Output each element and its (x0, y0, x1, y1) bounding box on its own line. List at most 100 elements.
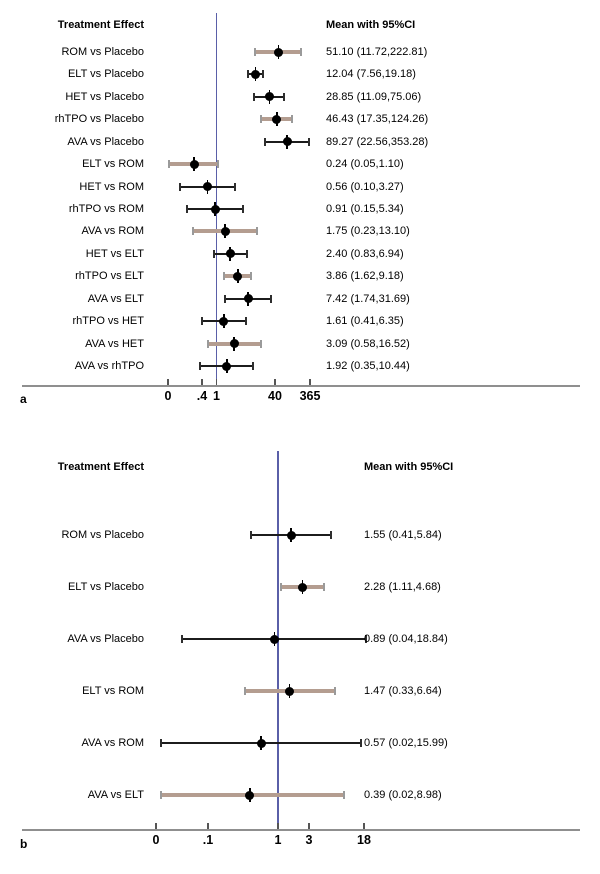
x-axis-tick (363, 823, 365, 829)
row-label: ELT vs Placebo (67, 581, 144, 593)
row-value: 0.57 (0.02,15.99) (364, 737, 448, 749)
ci-cap-right (269, 294, 272, 303)
mean-marker (210, 204, 220, 214)
ci-cap-left (179, 182, 182, 191)
mean-marker (245, 790, 255, 800)
row-label: AVA vs ELT (87, 292, 144, 305)
mean-marker (251, 69, 261, 79)
mean-marker (202, 182, 212, 192)
mean-marker (285, 686, 295, 696)
x-tick-label: 18 (357, 833, 371, 847)
x-tick-label: 0 (164, 389, 172, 403)
mean-marker (220, 226, 230, 236)
ci-cap-right (261, 70, 264, 79)
x-axis-tick (167, 379, 169, 385)
ci-cap-left (247, 70, 250, 79)
ci-cap-left (185, 205, 188, 213)
row-label: AVA vs ROM (81, 225, 144, 238)
row-value: 0.24 (0.05,1.10) (326, 158, 404, 171)
column-header-mean-ci: Mean with 95%CI (326, 19, 416, 31)
row-label: AVA vs Placebo (67, 633, 144, 645)
row-value: 0.56 (0.10,3.27) (326, 180, 404, 193)
row-label: HET vs ELT (85, 247, 144, 260)
ci-cap-right (342, 791, 345, 799)
row-label: AVA vs rhTPO (74, 360, 144, 373)
x-tick-label: .4 (196, 389, 208, 403)
x-axis (22, 385, 580, 387)
x-tick-label: .1 (202, 833, 214, 847)
column-header-mean-ci: Mean with 95%CI (364, 461, 454, 473)
ci-cap-left (206, 339, 209, 348)
ci-cap-left (243, 687, 246, 695)
ci-cap-right (241, 205, 244, 213)
row-label: ELT vs ROM (82, 685, 144, 697)
row-label: rhTPO vs ROM (68, 203, 144, 215)
ci-cap-right (216, 160, 219, 169)
row-label: rhTPO vs ELT (75, 270, 144, 283)
row-value: 3.86 (1.62,9.18) (326, 270, 404, 283)
mean-marker (219, 316, 229, 326)
ci-cap-right (360, 739, 363, 747)
x-axis-tick (155, 823, 157, 829)
ci-cap-right (333, 687, 336, 695)
x-tick-label: 1 (213, 389, 220, 403)
row-value: 1.47 (0.33,6.64) (364, 685, 442, 697)
row-label: AVA vs HET (85, 337, 144, 350)
x-axis-tick (207, 823, 209, 829)
x-axis-tick (274, 379, 276, 385)
x-tick-label: 0 (152, 833, 160, 847)
row-value: 1.55 (0.41,5.84) (364, 529, 442, 541)
row-value: 89.27 (22.56,353.28) (326, 135, 429, 148)
row-value: 3.09 (0.58,16.52) (326, 337, 410, 350)
mean-marker (272, 114, 282, 124)
mean-marker (233, 271, 243, 281)
ci-cap-left (223, 272, 226, 281)
ci-cap-left (253, 92, 256, 101)
x-axis (22, 829, 580, 831)
row-value: 0.89 (0.04,18.84) (364, 633, 448, 645)
row-label: AVA vs Placebo (67, 135, 144, 148)
x-axis-tick (309, 379, 311, 385)
x-tick-label: 1 (274, 833, 282, 847)
row-value: 1.75 (0.23,13.10) (326, 225, 410, 238)
row-label: ELT vs ROM (82, 158, 144, 171)
ci-cap-right (329, 531, 332, 539)
mean-marker (282, 137, 292, 147)
ci-cap-left (198, 362, 201, 371)
ci-cap-right (323, 583, 326, 591)
ci-cap-right (259, 339, 262, 348)
row-value: 2.28 (1.11,4.68) (364, 581, 441, 593)
row-value: 46.43 (17.35,124.26) (326, 113, 429, 126)
reference-line (215, 13, 218, 387)
ci-cap-left (180, 635, 183, 643)
x-tick-label: 3 (305, 833, 313, 847)
mean-marker (229, 339, 239, 349)
row-label: ELT vs Placebo (67, 68, 144, 81)
ci-cap-right (300, 48, 303, 56)
row-value: 7.42 (1.74,31.69) (326, 292, 410, 305)
mean-marker (264, 92, 274, 102)
column-header-treatment-effect: Treatment Effect (57, 461, 144, 473)
x-axis-tick (215, 379, 218, 385)
mean-marker (225, 249, 235, 259)
ci-cap-right (291, 115, 294, 124)
ci-cap-left (192, 227, 195, 236)
ci-cap-right (364, 635, 367, 643)
ci-cap-right (250, 272, 253, 281)
ci-cap-right (245, 249, 248, 258)
mean-marker (270, 634, 279, 644)
mean-marker (298, 582, 308, 592)
row-label: rhTPO vs Placebo (54, 113, 144, 126)
ci-cap-right (244, 317, 247, 326)
mean-marker (273, 47, 283, 57)
row-label: rhTPO vs HET (72, 315, 144, 328)
row-value: 1.61 (0.41,6.35) (326, 315, 404, 328)
ci-cap-left (264, 137, 267, 146)
ci-cap-left (254, 48, 257, 56)
row-label: AVA vs ROM (81, 737, 144, 749)
ci-cap-right (252, 362, 255, 371)
panel-letter-a: a (20, 392, 27, 406)
panel-a: Treatment Effect Mean with 95%CI a 0 .4 1 4… (20, 13, 580, 406)
